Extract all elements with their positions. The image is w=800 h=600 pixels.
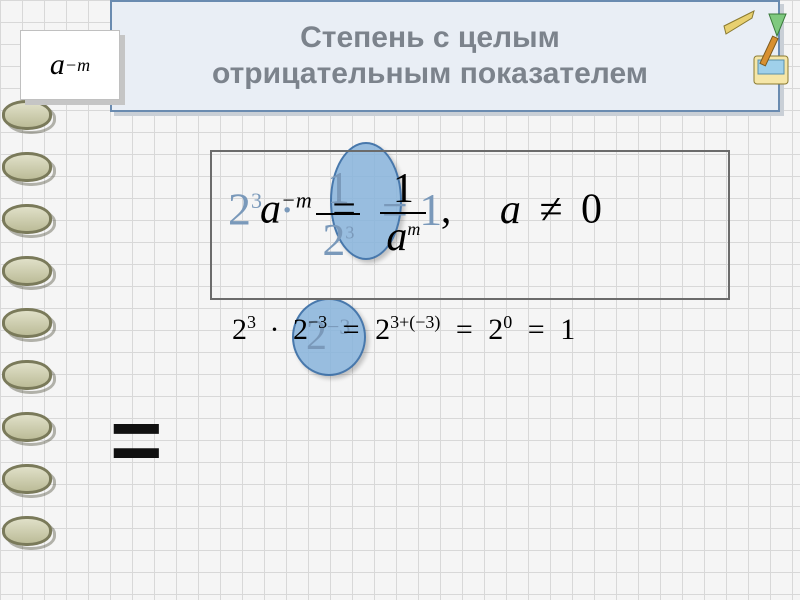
card-exp: −m <box>65 55 90 76</box>
big-equals: = <box>110 390 163 493</box>
card-base: a <box>50 48 65 82</box>
math-tools-icon <box>714 6 794 96</box>
notebook-spirals <box>0 100 62 600</box>
calculation-line: 23 · 2−3 = 23+(−3) = 20 = 1 <box>232 312 575 347</box>
slide-title: Степень с целым отрицательным показателе… <box>110 0 780 112</box>
main-formula: a−m = 1 am , a ≠ 0 <box>260 168 602 258</box>
definition-card: a−m <box>20 30 120 100</box>
title-line1: Степень с целым <box>300 21 560 54</box>
title-line2: отрицательным показателем <box>212 57 648 90</box>
